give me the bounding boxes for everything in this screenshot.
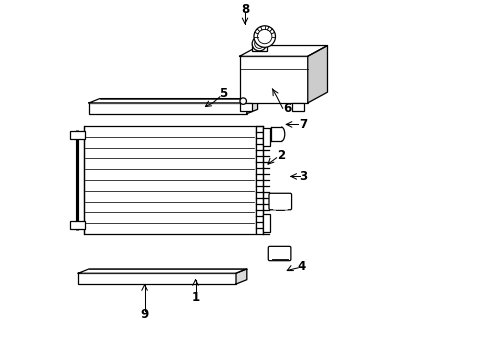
FancyBboxPatch shape [269,193,292,210]
Text: 8: 8 [241,3,249,16]
Polygon shape [247,99,258,114]
Text: 3: 3 [299,170,308,183]
Bar [89,103,247,114]
Circle shape [240,98,246,104]
Text: 4: 4 [297,260,306,273]
Text: 5: 5 [219,87,227,100]
Polygon shape [240,45,327,56]
Text: 9: 9 [141,308,148,321]
Circle shape [252,37,267,51]
Polygon shape [308,45,327,103]
Circle shape [254,26,275,47]
Bar [70,221,85,229]
Bar [240,56,308,103]
Circle shape [258,30,272,44]
Text: 7: 7 [299,118,307,131]
Bar [240,103,252,111]
Bar [292,103,304,111]
FancyBboxPatch shape [268,246,291,261]
Circle shape [255,39,264,48]
Bar [263,214,270,232]
Bar [84,126,256,234]
Polygon shape [236,269,247,284]
Bar [78,273,236,284]
Bar [263,128,270,146]
Text: 6: 6 [283,103,292,116]
Text: 2: 2 [277,149,285,162]
Text: 1: 1 [192,291,199,304]
Polygon shape [89,99,258,103]
Bar [70,131,85,139]
Bar [252,44,267,51]
Bar [256,126,263,234]
Polygon shape [78,269,247,273]
